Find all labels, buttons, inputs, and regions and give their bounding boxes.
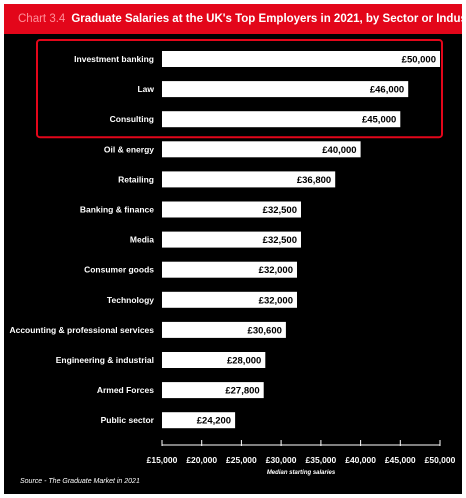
bar-9: [162, 291, 297, 308]
chart-frame: Chart 3.4 Graduate Salaries at the UK's T…: [4, 4, 462, 494]
category-label-12: Armed Forces: [97, 385, 154, 395]
value-label-12: £27,800: [225, 386, 259, 397]
x-tick-label-1: £15,000: [147, 455, 178, 465]
value-label-3: £45,000: [362, 115, 396, 126]
bar-11: [162, 352, 266, 368]
bar-12: [162, 382, 264, 399]
value-label-4: £40,000: [322, 145, 356, 156]
category-label-2: Law: [137, 84, 154, 94]
value-label-7: £32,500: [263, 235, 297, 246]
chart-title-bar: Chart 3.4 Graduate Salaries at the UK's T…: [4, 4, 462, 34]
x-tick-label-7: £45,000: [385, 455, 416, 465]
bar-2: [162, 81, 409, 98]
value-label-2: £46,000: [370, 85, 404, 96]
x-tick-label-6: £40,000: [345, 455, 376, 465]
bar-7: [162, 231, 301, 248]
highlight-box: [36, 39, 443, 139]
category-label-7: Media: [130, 235, 154, 245]
value-label-10: £30,600: [248, 325, 282, 336]
category-label-6: Banking & finance: [80, 205, 154, 215]
bar-6: [162, 201, 301, 218]
bar-10: [162, 321, 286, 338]
category-label-1: Investment banking: [74, 54, 154, 64]
bar-3: [162, 111, 401, 128]
category-label-9: Technology: [107, 295, 154, 305]
chart-title: Graduate Salaries at the UK's Top Employ…: [71, 13, 462, 25]
category-label-3: Consulting: [110, 114, 154, 124]
bar-4: [162, 141, 361, 158]
bar-5: [162, 171, 336, 188]
category-label-5: Retailing: [118, 174, 154, 184]
value-label-1: £50,000: [402, 55, 436, 66]
category-label-10: Accounting & professional services: [9, 325, 154, 335]
category-label-4: Oil & energy: [104, 144, 154, 154]
value-label-8: £32,000: [259, 265, 293, 276]
bar-chart: Investment banking £50,000 Law £46,000 Consu…: [9, 39, 456, 476]
x-tick-label-2: £20,000: [186, 455, 217, 465]
value-label-13: £24,200: [197, 416, 231, 427]
bar-8: [162, 261, 297, 278]
value-label-9: £32,000: [259, 295, 293, 306]
x-tick-label-3: £25,000: [226, 455, 257, 465]
chart-number: Chart 3.4: [18, 13, 66, 25]
category-label-11: Engineering & industrial: [56, 355, 154, 365]
value-label-11: £28,000: [227, 356, 261, 367]
x-tick-label-5: £35,000: [306, 455, 337, 465]
category-label-13: Public sector: [101, 415, 155, 425]
bar-13: [162, 412, 236, 429]
x-tick-label-8: £50,000: [425, 455, 456, 465]
x-tick-label-4: £30,000: [266, 455, 297, 465]
source-note: Source - The Graduate Market in 2021: [20, 478, 140, 485]
value-label-6: £32,500: [263, 205, 297, 216]
value-label-5: £36,800: [297, 175, 331, 186]
x-axis-title: Median starting salaries: [267, 470, 336, 476]
category-label-8: Consumer goods: [84, 265, 154, 275]
bar-1: [162, 51, 440, 67]
